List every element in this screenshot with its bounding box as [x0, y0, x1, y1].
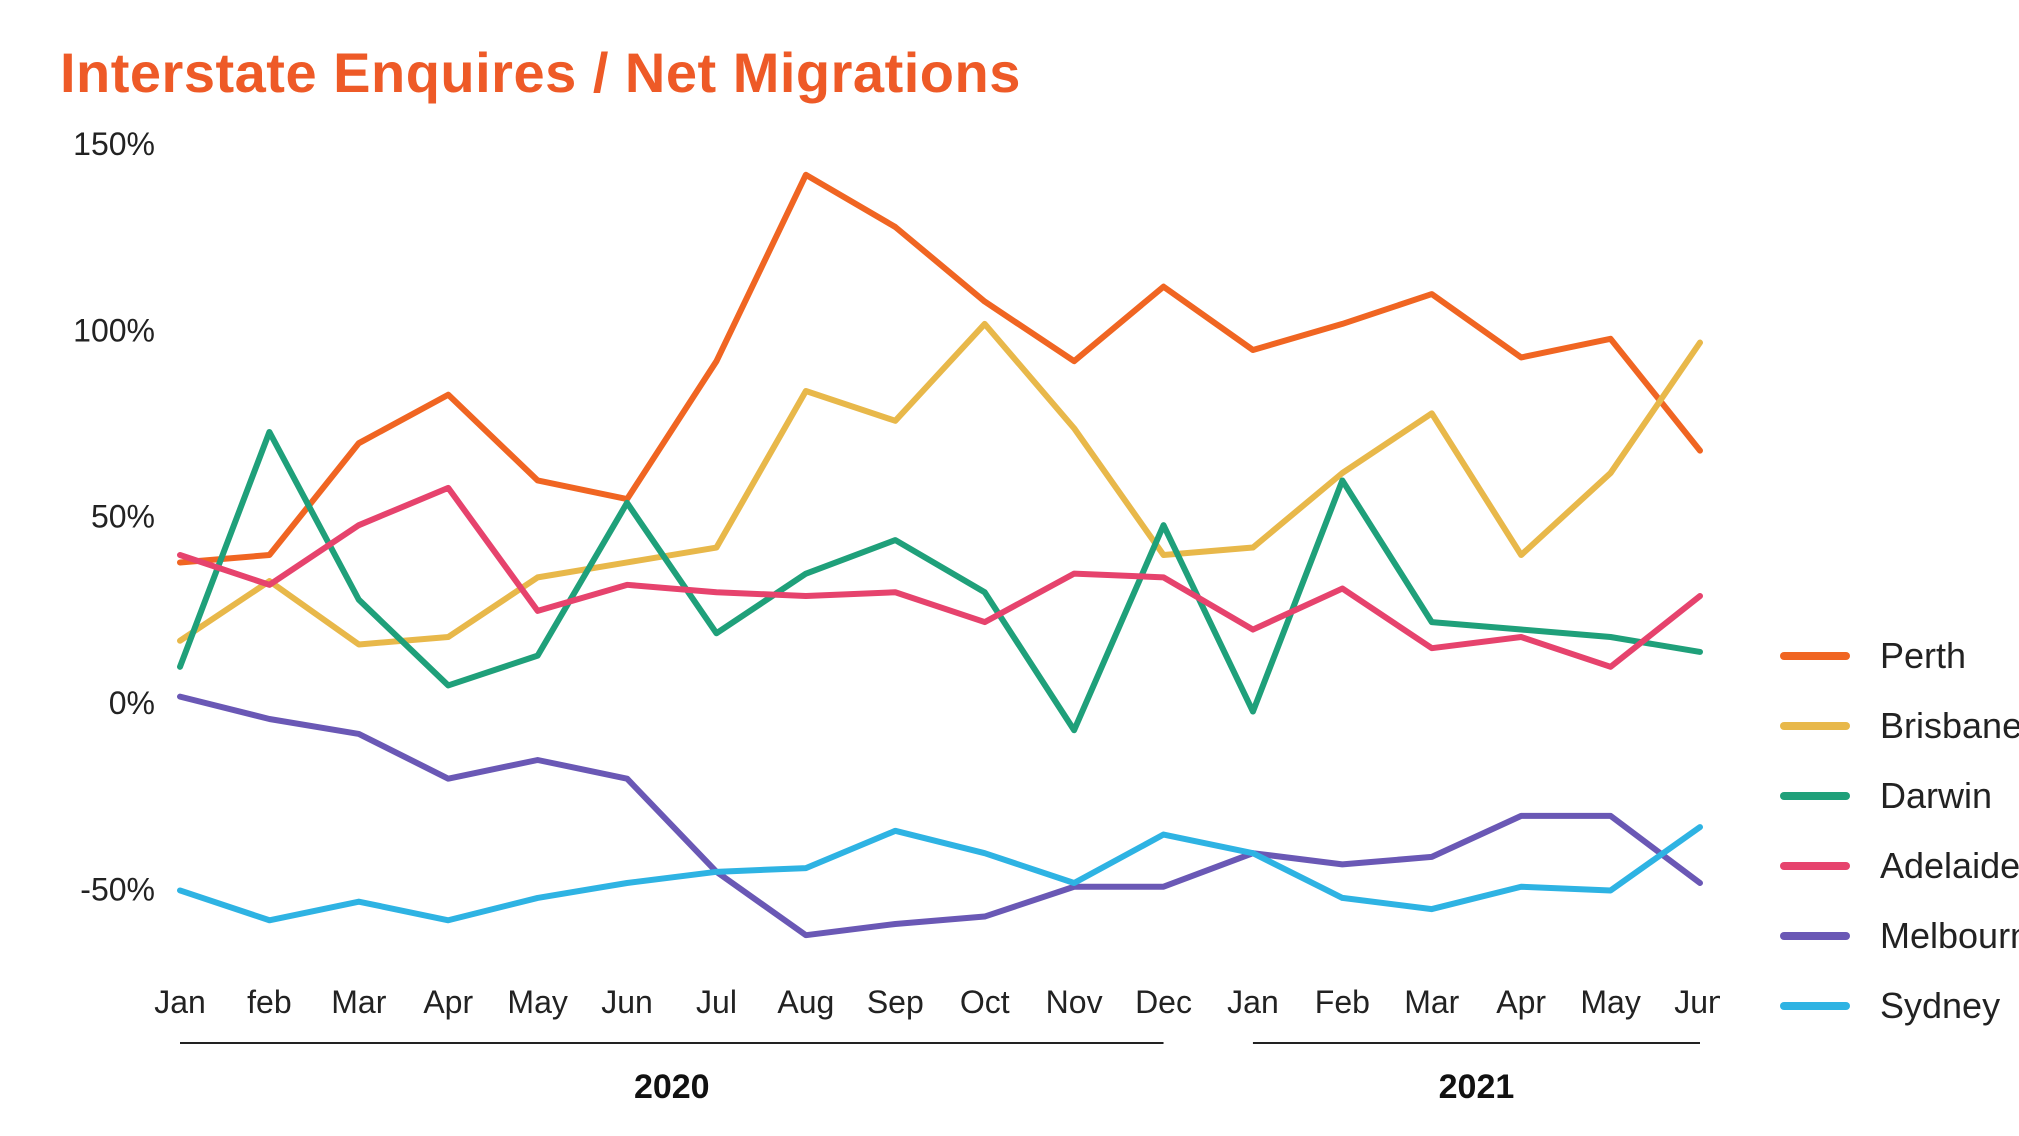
chart-plot-area: -50% 0% 50% 100% 150% Jan feb Mar Apr May Jun Jul Au… — [60, 115, 1720, 1130]
legend-label: Brisbane — [1880, 705, 2019, 747]
x-tick-label: May — [1580, 984, 1640, 1020]
legend-swatch — [1780, 862, 1850, 870]
y-tick-label: -50% — [80, 871, 155, 907]
chart-row: -50% 0% 50% 100% 150% Jan feb Mar Apr May Jun Jul Au… — [60, 115, 1959, 1130]
legend-label: Sydney — [1880, 985, 2000, 1027]
legend-item: Darwin — [1780, 775, 2019, 817]
legend-item: Sydney — [1780, 985, 2019, 1027]
x-tick-label: Mar — [331, 984, 386, 1020]
legend-label: Melbourne — [1880, 915, 2019, 957]
x-tick-label: Jan — [1227, 984, 1279, 1020]
year-group-label: 2020 — [634, 1068, 710, 1106]
y-tick-label: 150% — [73, 126, 155, 162]
x-tick-label: Feb — [1315, 984, 1370, 1020]
x-tick-label: Jun — [1674, 984, 1720, 1020]
x-tick-label: Oct — [960, 984, 1010, 1020]
legend-label: Perth — [1880, 635, 1966, 677]
chart-container: Interstate Enquires / Net Migrations -50… — [0, 0, 2019, 1136]
x-tick-label: Jan — [154, 984, 206, 1020]
x-tick-label: May — [507, 984, 567, 1020]
x-tick-label: feb — [247, 984, 291, 1020]
x-tick-label: Dec — [1135, 984, 1192, 1020]
legend-swatch — [1780, 932, 1850, 940]
legend-label: Adelaide — [1880, 845, 2019, 887]
legend-item: Adelaide — [1780, 845, 2019, 887]
y-tick-label: 100% — [73, 312, 155, 348]
x-tick-label: Jul — [696, 984, 737, 1020]
legend-item: Perth — [1780, 635, 2019, 677]
x-tick-label: Sep — [867, 984, 924, 1020]
year-group-label: 2021 — [1439, 1068, 1515, 1106]
legend-item: Melbourne — [1780, 915, 2019, 957]
legend: Perth Brisbane Darwin Adelaide Melbourne Sydn… — [1780, 635, 2019, 1055]
x-tick-label: Apr — [1496, 984, 1546, 1020]
legend-swatch — [1780, 652, 1850, 660]
chart-title: Interstate Enquires / Net Migrations — [60, 40, 1959, 105]
legend-item: Brisbane — [1780, 705, 2019, 747]
x-tick-label: Jun — [601, 984, 653, 1020]
y-tick-label: 0% — [109, 685, 155, 721]
chart-svg: -50% 0% 50% 100% 150% Jan feb Mar Apr May Jun Jul Au… — [60, 115, 1720, 1125]
legend-swatch — [1780, 1002, 1850, 1010]
y-tick-label: 50% — [91, 499, 155, 535]
series-line-brisbane — [180, 324, 1700, 645]
x-tick-label: Nov — [1046, 984, 1103, 1020]
legend-swatch — [1780, 792, 1850, 800]
x-tick-label: Aug — [777, 984, 834, 1020]
legend-label: Darwin — [1880, 775, 1992, 817]
x-tick-label: Mar — [1404, 984, 1459, 1020]
x-tick-label: Apr — [423, 984, 473, 1020]
legend-swatch — [1780, 722, 1850, 730]
